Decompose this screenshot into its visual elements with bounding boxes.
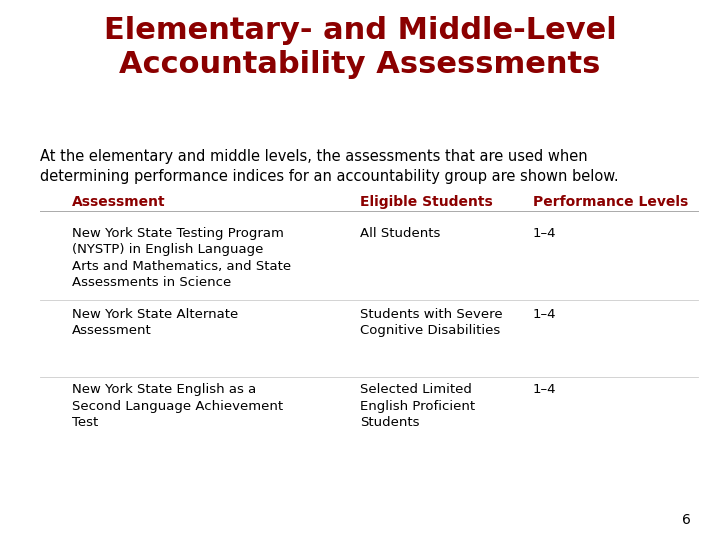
- Text: Students with Severe
Cognitive Disabilities: Students with Severe Cognitive Disabilit…: [360, 308, 503, 338]
- Text: 1–4: 1–4: [533, 383, 557, 396]
- Text: At the elementary and middle levels, the assessments that are used when
determin: At the elementary and middle levels, the…: [40, 148, 618, 184]
- Text: Selected Limited
English Proficient
Students: Selected Limited English Proficient Stud…: [360, 383, 475, 429]
- Text: New York State English as a
Second Language Achievement
Test: New York State English as a Second Langu…: [72, 383, 283, 429]
- Text: 1–4: 1–4: [533, 227, 557, 240]
- Text: Elementary- and Middle-Level
Accountability Assessments: Elementary- and Middle-Level Accountabil…: [104, 16, 616, 79]
- Text: New York State Testing Program
(NYSTP) in English Language
Arts and Mathematics,: New York State Testing Program (NYSTP) i…: [72, 227, 291, 289]
- Text: New York State Alternate
Assessment: New York State Alternate Assessment: [72, 308, 238, 338]
- Text: All Students: All Students: [360, 227, 441, 240]
- Text: 1–4: 1–4: [533, 308, 557, 321]
- Text: 6: 6: [683, 512, 691, 526]
- Text: Eligible Students: Eligible Students: [360, 195, 492, 210]
- Text: Performance Levels: Performance Levels: [533, 195, 688, 210]
- Text: Assessment: Assessment: [72, 195, 166, 210]
